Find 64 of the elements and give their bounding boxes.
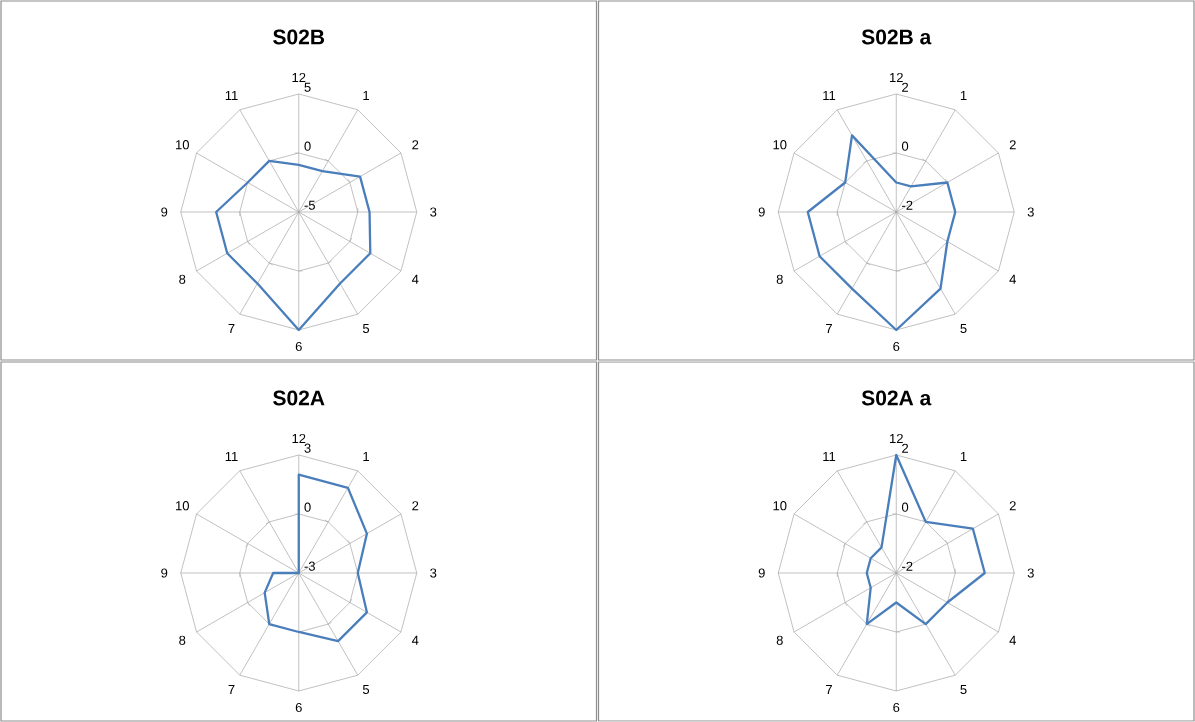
- spoke-label: 5: [960, 684, 967, 695]
- chart-title: S02B: [273, 29, 325, 45]
- spoke-label: 7: [826, 685, 832, 694]
- spoke-label: 6: [893, 702, 900, 713]
- chart-title: S02B a: [861, 29, 932, 45]
- y-tick-label: 2: [902, 443, 909, 453]
- spoke-label: 1: [363, 91, 370, 100]
- spoke-label: 8: [776, 274, 783, 284]
- spoke-label: 10: [176, 501, 189, 511]
- spoke-label: 11: [823, 452, 836, 461]
- spoke-label: 4: [411, 274, 419, 284]
- chart-title: S02A a: [861, 390, 932, 406]
- spoke-label: 8: [179, 635, 186, 645]
- spoke-label: 6: [295, 341, 302, 352]
- spoke-label: 2: [412, 140, 419, 150]
- spoke-label: 11: [225, 452, 238, 461]
- spoke-label: 5: [362, 323, 370, 334]
- y-tick-label: 0: [901, 502, 909, 512]
- y-tick-label: -5: [304, 200, 315, 210]
- spoke-label: 3: [430, 207, 437, 217]
- spoke-label: 5: [362, 684, 370, 695]
- y-tick-label: 5: [304, 82, 311, 92]
- spoke-label: 9: [161, 207, 168, 217]
- spoke-label: 9: [758, 568, 765, 578]
- y-tick-label: 0: [901, 141, 909, 151]
- spoke-label: 8: [179, 274, 186, 284]
- spoke-label: 10: [176, 140, 189, 150]
- spoke-label: 6: [295, 702, 302, 713]
- spoke-label: 1: [960, 452, 967, 461]
- spoke-label: 4: [1009, 274, 1016, 284]
- spoke-label: 10: [773, 501, 787, 511]
- y-tick-label: 0: [304, 141, 311, 151]
- spoke-label: 1: [960, 91, 967, 100]
- y-tick-label: -2: [902, 561, 913, 571]
- spoke-label: 3: [1027, 568, 1034, 578]
- spoke-label: 12: [292, 72, 306, 82]
- chart-title: S02A: [273, 390, 325, 406]
- y-tick-label: 0: [304, 502, 311, 512]
- y-tick-label: 2: [902, 82, 909, 92]
- spoke-label: 11: [225, 91, 238, 100]
- spoke-label: 3: [430, 568, 437, 578]
- spoke-label: 6: [893, 341, 900, 352]
- spoke-label: 8: [776, 635, 783, 645]
- spoke-label: 12: [890, 433, 903, 443]
- spoke-label: 11: [823, 91, 836, 100]
- spoke-label: 7: [228, 685, 235, 694]
- spoke-label: 2: [1009, 140, 1016, 150]
- spoke-label: 2: [1009, 501, 1016, 511]
- spoke-label: 1: [363, 452, 370, 461]
- spoke-label: 10: [773, 140, 787, 150]
- spoke-label: 5: [960, 323, 967, 334]
- spoke-label: 3: [1027, 207, 1034, 217]
- y-tick-label: -2: [902, 200, 913, 210]
- spoke-label: 4: [411, 635, 419, 645]
- spoke-label: 9: [758, 207, 765, 217]
- spoke-label: 7: [228, 324, 235, 333]
- spoke-label: 9: [161, 568, 168, 578]
- y-tick-label: -3: [304, 561, 315, 571]
- spoke-label: 7: [826, 324, 832, 333]
- y-tick-label: 3: [304, 443, 311, 453]
- spoke-label: 12: [890, 72, 903, 82]
- spoke-label: 4: [1009, 635, 1016, 645]
- spoke-label: 12: [292, 433, 306, 443]
- spoke-label: 2: [412, 501, 419, 511]
